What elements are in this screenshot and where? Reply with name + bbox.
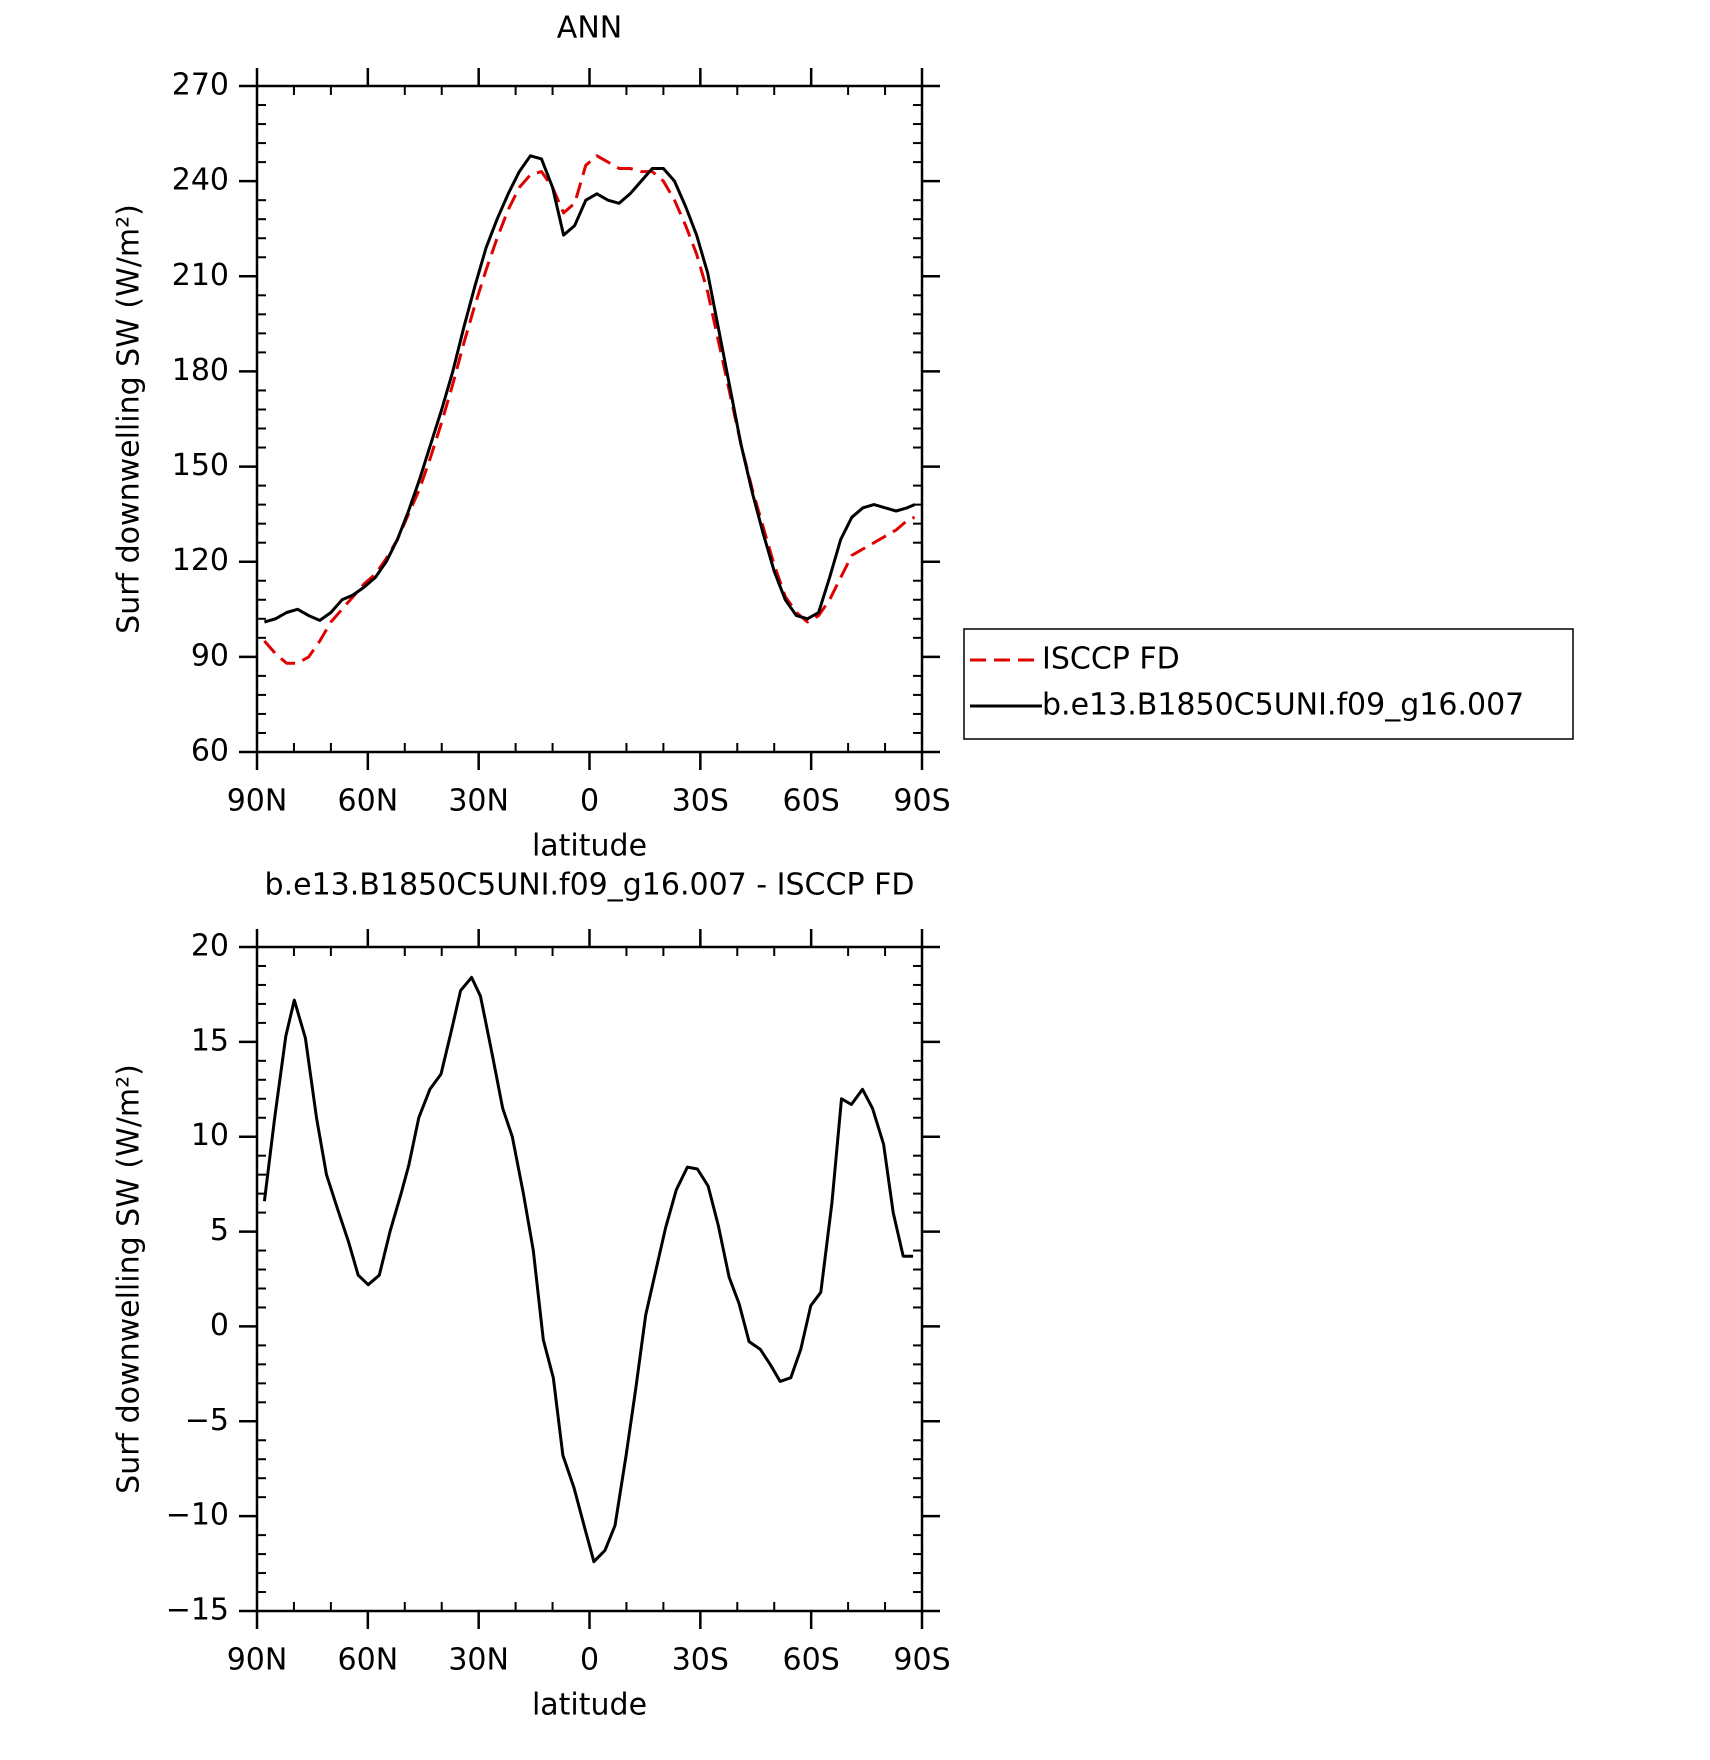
legend-label: ISCCP FD: [1042, 642, 1180, 677]
legend: ISCCP FD b.e13.B1850C5UNI.f09_g16.007: [963, 628, 1574, 740]
chart-title: ANN: [557, 11, 622, 46]
series-line: [262, 975, 914, 1564]
x-axis-label: latitude: [532, 1688, 647, 1723]
x-tick-label: 60S: [783, 784, 840, 819]
y-tick-label: 10: [191, 1118, 229, 1153]
x-tick-label: 0: [580, 784, 599, 819]
legend-box: [963, 628, 1574, 740]
y-tick-label: 180: [172, 353, 229, 388]
x-tick-label: 60N: [338, 784, 399, 819]
y-tick-label: 15: [191, 1023, 229, 1058]
y-tick-label: 210: [172, 258, 229, 293]
plot-frame: [255, 84, 924, 754]
chart-title: b.e13.B1850C5UNI.f09_g16.007 - ISCCP FD: [265, 868, 915, 903]
x-tick-label: 30N: [448, 784, 509, 819]
y-tick-label: 90: [191, 638, 229, 673]
y-tick-label: 5: [210, 1213, 229, 1248]
legend-label: b.e13.B1850C5UNI.f09_g16.007: [1042, 688, 1524, 723]
x-axis-label: latitude: [532, 829, 647, 864]
x-tick-label: 30N: [448, 1643, 509, 1678]
x-tick-label: 60S: [783, 1643, 840, 1678]
y-axis-label: Surf downwelling SW (W/m²): [112, 204, 147, 634]
y-axis-label: Surf downwelling SW (W/m²): [112, 1064, 147, 1494]
y-tick-label: 20: [191, 929, 229, 964]
x-tick-label: 30S: [672, 784, 729, 819]
y-tick-label: 0: [210, 1308, 229, 1343]
y-tick-label: −10: [166, 1498, 229, 1533]
x-tick-label: 90N: [227, 784, 288, 819]
y-tick-label: 120: [172, 543, 229, 578]
x-tick-label: 90N: [227, 1643, 288, 1678]
x-tick-label: 90S: [893, 784, 950, 819]
x-tick-label: 30S: [672, 1643, 729, 1678]
x-tick-label: 0: [580, 1643, 599, 1678]
series-line: [263, 154, 916, 624]
y-tick-label: −15: [166, 1593, 229, 1628]
y-tick-label: −5: [185, 1403, 229, 1438]
series-line: [263, 154, 916, 665]
y-tick-label: 150: [172, 448, 229, 483]
y-tick-label: 270: [172, 68, 229, 103]
y-tick-label: 60: [191, 734, 229, 769]
x-tick-label: 60N: [338, 1643, 399, 1678]
y-tick-label: 240: [172, 163, 229, 198]
x-tick-label: 90S: [893, 1643, 950, 1678]
